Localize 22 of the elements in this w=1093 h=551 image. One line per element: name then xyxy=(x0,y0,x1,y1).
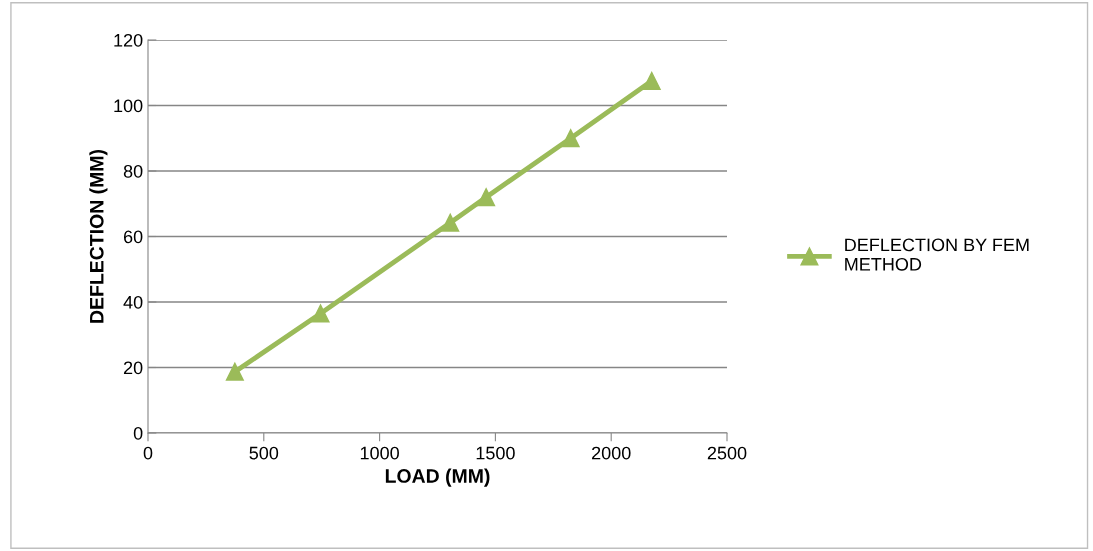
point xyxy=(642,71,661,90)
x-tick-label: 1500 xyxy=(476,446,515,460)
y-axis-title: DEFLECTION (MM) xyxy=(89,149,108,323)
x-axis-title: LOAD (MM) xyxy=(385,468,490,487)
point xyxy=(477,188,496,207)
x-tick-label: 2500 xyxy=(707,446,747,460)
y-tick-label: 120 xyxy=(114,33,143,47)
y-tick-label: 20 xyxy=(123,361,143,375)
point xyxy=(225,362,244,381)
point xyxy=(441,213,460,232)
y-tick-label: 40 xyxy=(123,295,143,309)
y-tick-label: 0 xyxy=(133,426,143,440)
x-tick-label: 0 xyxy=(143,446,153,460)
y-tick-label: 60 xyxy=(123,230,143,244)
point xyxy=(561,129,580,148)
y-tick-label: 100 xyxy=(114,99,143,113)
point xyxy=(311,304,330,323)
y-tick-label: 80 xyxy=(123,164,143,178)
x-tick-label: 2000 xyxy=(592,446,631,460)
x-tick-label: 1000 xyxy=(360,446,399,460)
x-tick-label: 500 xyxy=(249,446,279,460)
legend-label: DEFLECTION BY FEM METHOD xyxy=(845,238,1029,271)
